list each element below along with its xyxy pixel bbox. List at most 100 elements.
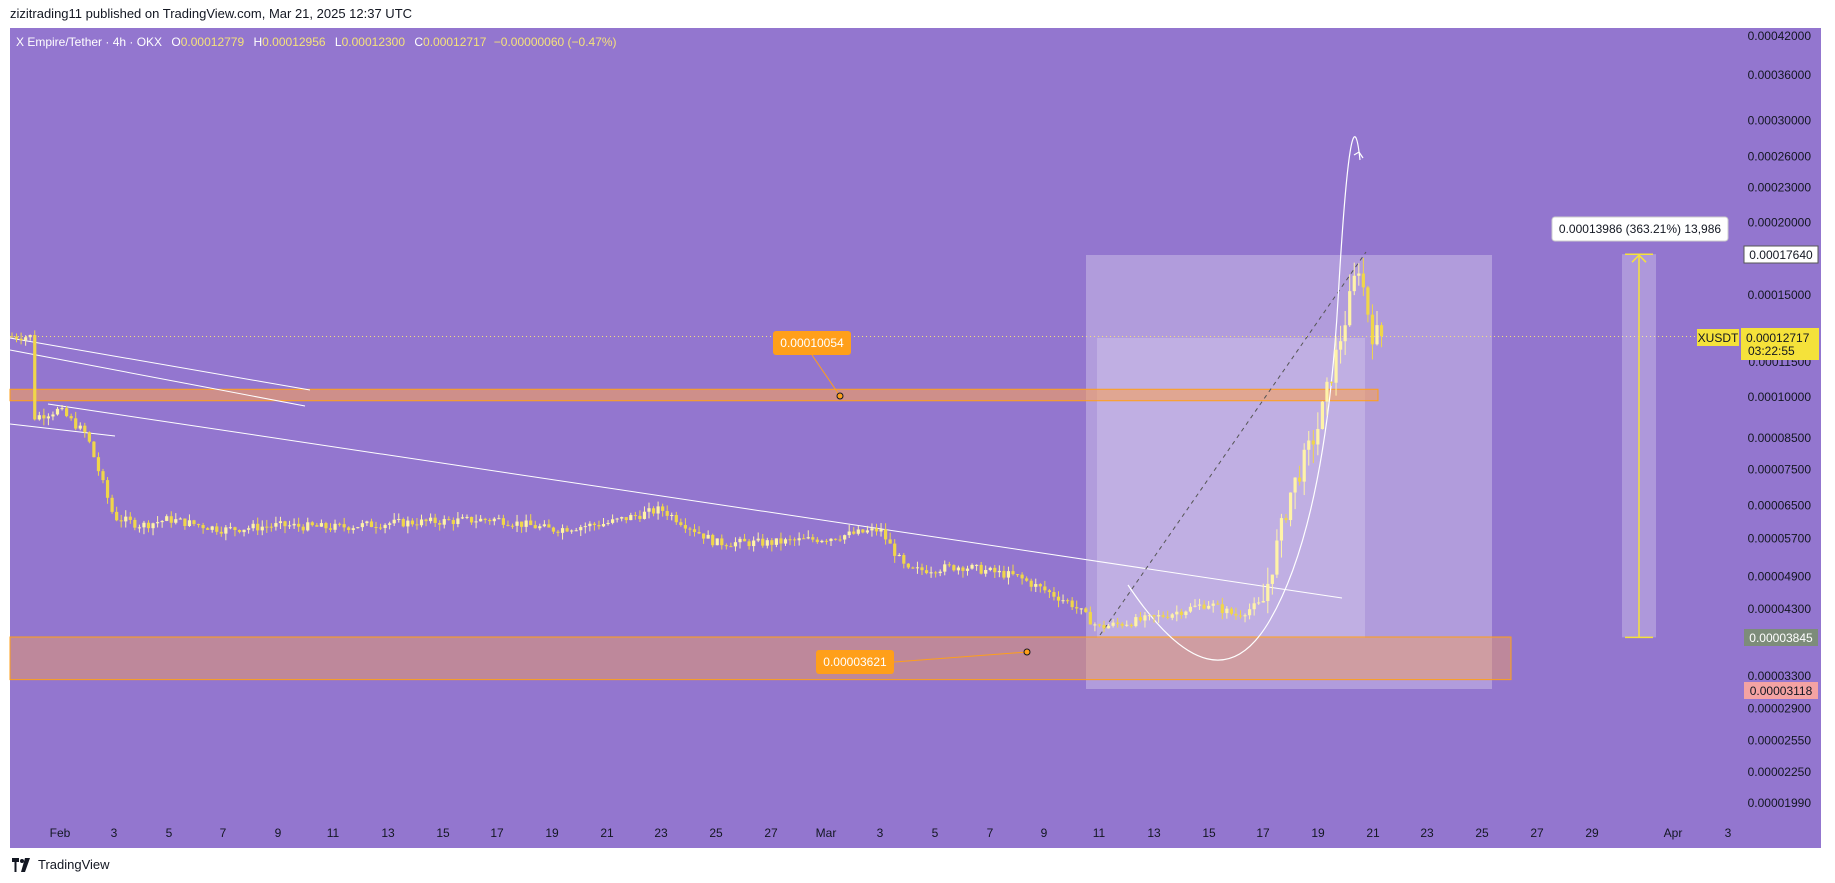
candle-body [956, 567, 960, 571]
candle-body [1043, 586, 1047, 591]
candle-body [551, 527, 556, 532]
y-tick-label: 0.00001990 [1748, 796, 1812, 810]
candle-body [297, 523, 301, 527]
candle-body [342, 524, 346, 528]
candle-body [547, 524, 551, 528]
zone-label-upper-text: 0.00010054 [780, 336, 844, 350]
candle-body [1275, 540, 1279, 575]
candle-body [251, 523, 255, 529]
y-tick-label: 0.00020000 [1748, 216, 1812, 230]
candle-body [306, 522, 310, 531]
candle-body [1316, 428, 1320, 445]
svg-text:0.00003845: 0.00003845 [1749, 631, 1813, 645]
x-tick-label: 19 [1311, 826, 1325, 840]
legend-close: 0.00012717 [423, 35, 487, 49]
candle-body [183, 518, 187, 527]
candle-body [975, 564, 979, 566]
candle-body [192, 520, 196, 525]
candle-body [160, 520, 164, 523]
candle-body [174, 519, 178, 523]
candle-body [1307, 440, 1311, 450]
candle-body [915, 567, 920, 569]
candle-body [1216, 603, 1220, 605]
legend-close-label: C [414, 35, 423, 49]
candle-body [1170, 614, 1174, 618]
candle-body [242, 529, 246, 533]
candle-body [1288, 492, 1293, 521]
candle-body [233, 527, 237, 530]
candle-body [1188, 606, 1193, 612]
candle-body [606, 522, 610, 525]
x-tick-label: 9 [275, 826, 282, 840]
candle-body [1034, 584, 1038, 587]
candle-body [711, 534, 715, 546]
candle-body [756, 538, 760, 541]
candle-body [1097, 624, 1102, 626]
countdown: 03:22:55 [1748, 344, 1795, 358]
candle-body [101, 471, 105, 481]
x-tick-label: 17 [1256, 826, 1270, 840]
candle-body [729, 546, 733, 548]
candle-body [1238, 615, 1243, 617]
x-tick-label: 23 [654, 826, 668, 840]
candle-body [328, 528, 333, 530]
candle-body [206, 528, 210, 530]
candle-body [738, 538, 742, 543]
candle-body [278, 521, 283, 524]
x-tick-label: 7 [220, 826, 227, 840]
candle-body [51, 414, 55, 417]
x-tick-label: 19 [545, 826, 559, 840]
candle-body [651, 508, 656, 514]
zone-label-upper[interactable]: 0.00010054 [773, 331, 851, 355]
candle-body [702, 533, 706, 539]
candle-body [802, 538, 806, 540]
candle-body [984, 569, 988, 574]
candle-body [938, 571, 942, 574]
candle-body [33, 335, 37, 420]
candle-body [74, 418, 78, 429]
candle-body [442, 519, 446, 525]
candle-body [1102, 625, 1106, 629]
candle-body [28, 335, 32, 338]
measure-label[interactable]: 0.00013986 (363.21%) 13,986 [1551, 216, 1729, 242]
candle-body [1361, 273, 1365, 288]
candle-body [560, 528, 565, 533]
candle-body [815, 539, 819, 543]
candle-body [1207, 605, 1211, 609]
candle-body [1129, 624, 1133, 627]
candle-body [1152, 615, 1156, 617]
legend-change: −0.00000060 (−0.47%) [494, 35, 617, 49]
candle-body [770, 540, 774, 545]
candle-body [529, 520, 533, 526]
candle-body [133, 519, 137, 528]
candle-body [811, 537, 815, 540]
candle-body [865, 530, 869, 533]
candle-body [856, 529, 860, 534]
candle-body [1011, 571, 1015, 575]
x-tick-label: 9 [1041, 826, 1048, 840]
candle-body [460, 517, 465, 519]
candle-body [783, 539, 788, 544]
x-tick-label: Apr [1664, 826, 1683, 840]
candle-body [692, 529, 697, 533]
candle-body [706, 534, 710, 539]
candle-body [1020, 574, 1024, 579]
candle-body [897, 555, 901, 557]
candle-body [165, 516, 169, 521]
candle-body [934, 572, 938, 574]
candle-body [1329, 381, 1334, 383]
zone-label-lower[interactable]: 0.00003621 [816, 650, 894, 674]
candle-body [1252, 603, 1256, 610]
legend-open: 0.00012779 [181, 35, 245, 49]
candle-body [105, 480, 110, 498]
candle-body [451, 520, 455, 525]
candle-body [406, 520, 410, 527]
y-tick-label: 0.00015000 [1748, 288, 1812, 302]
candle-body [415, 524, 419, 526]
candle-body [228, 527, 232, 529]
candle-body [1138, 617, 1142, 621]
candle-body [237, 529, 242, 533]
candle-body [733, 542, 738, 547]
candle-body [1106, 625, 1111, 629]
